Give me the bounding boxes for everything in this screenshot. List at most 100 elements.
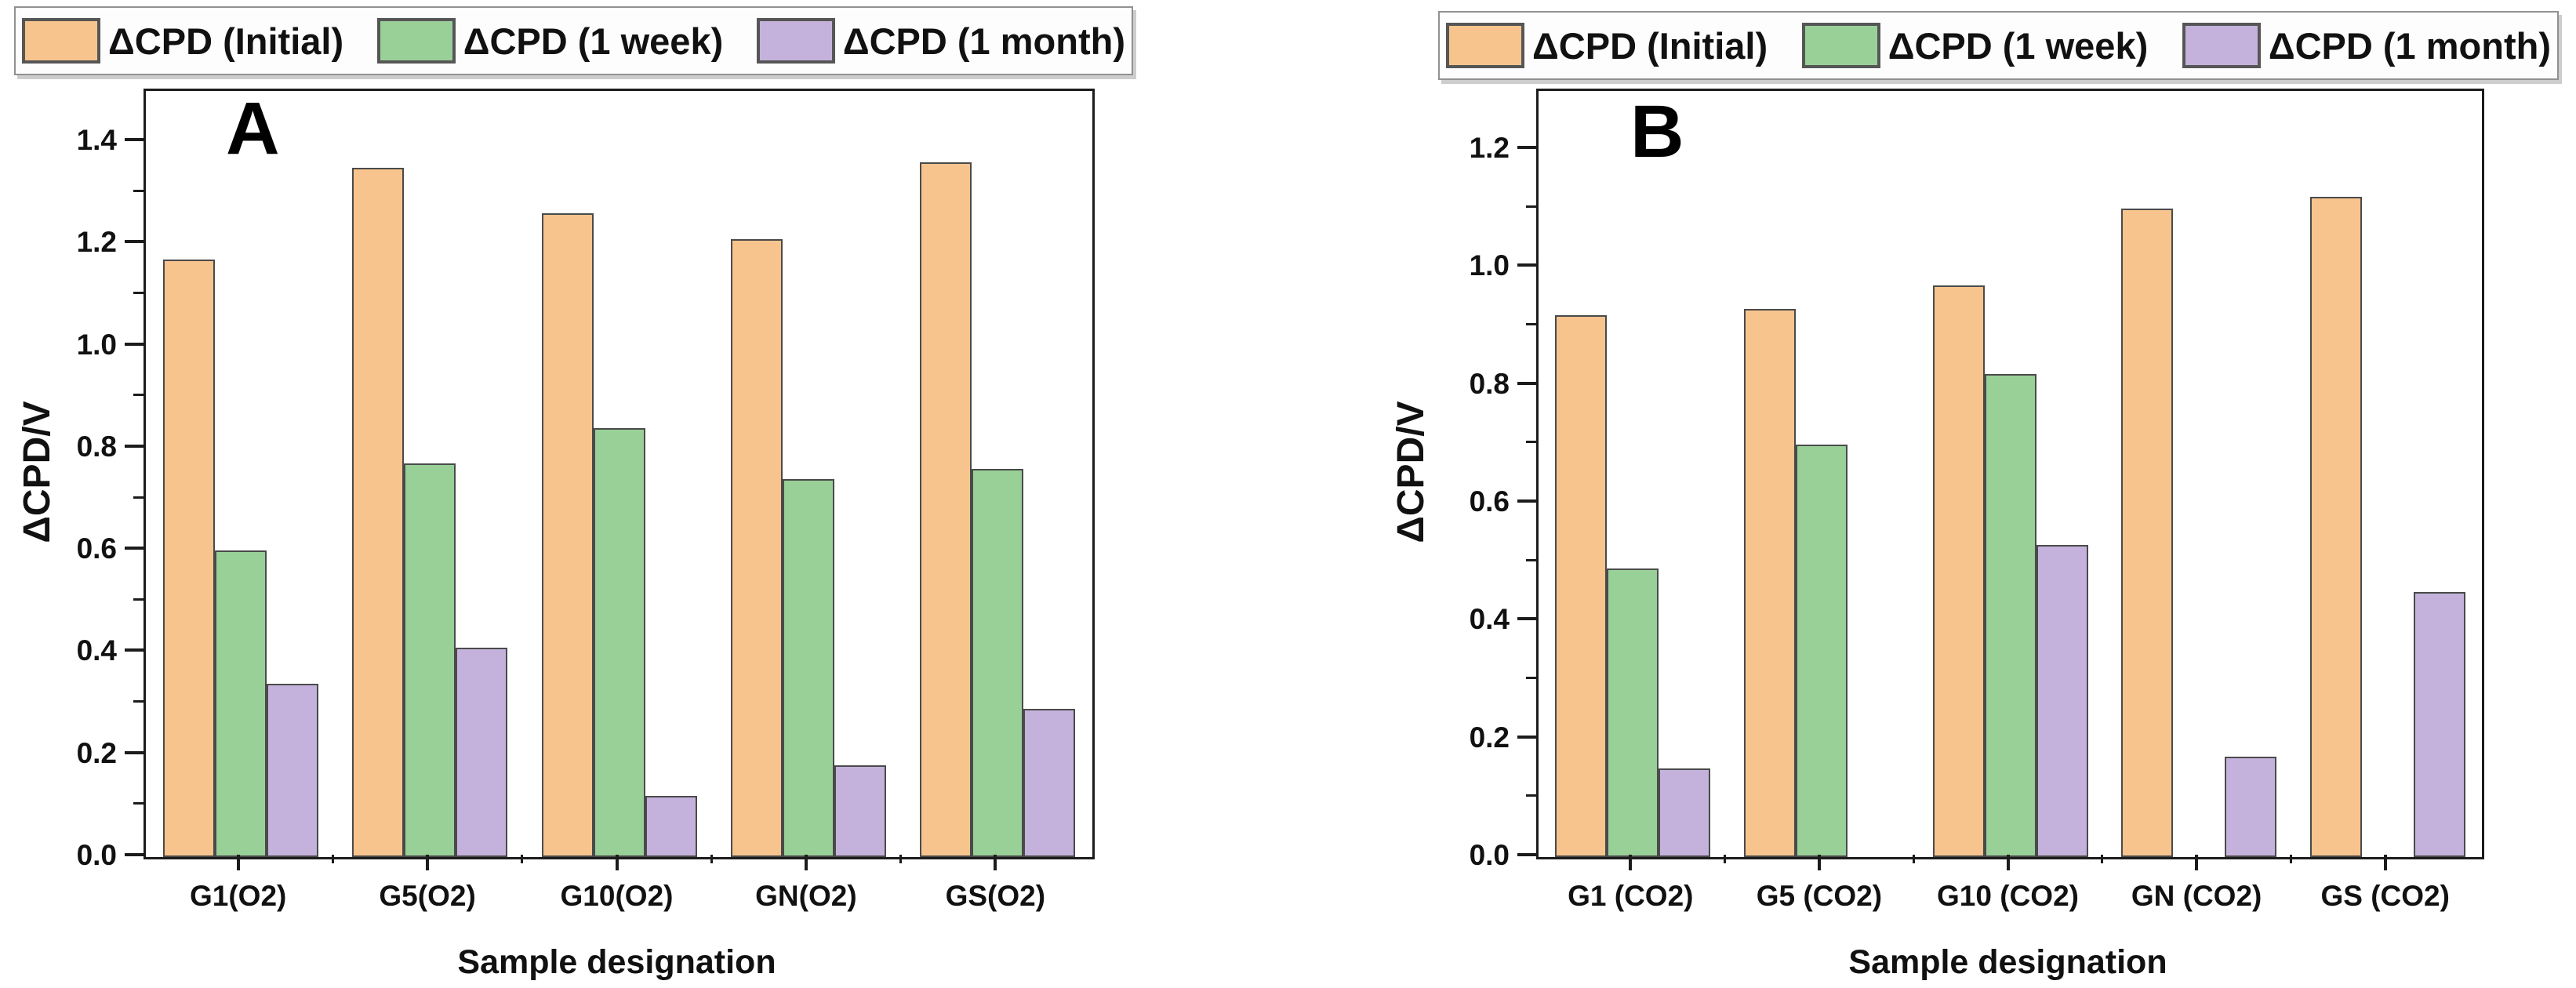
y-tick-label: 0.0 — [1469, 839, 1510, 871]
legend-swatch-icon — [22, 18, 100, 64]
legend-box: ΔCPD (Initial) ΔCPD (1 week) ΔCPD (1 month… — [14, 6, 1133, 75]
legend-item-3: ΔCPD (1 month) — [756, 18, 1125, 64]
x-minor-tick — [1724, 855, 1727, 863]
bar--cpd-1-week- — [1984, 374, 2036, 857]
x-minor-tick — [899, 855, 903, 863]
y-major-tick — [125, 547, 144, 550]
panel-letter: A — [226, 87, 280, 170]
y-tick-label: 1.4 — [76, 124, 117, 157]
y-minor-tick — [133, 598, 144, 601]
legend-label: ΔCPD (1 month) — [2268, 24, 2551, 67]
y-major-tick — [1517, 617, 1536, 621]
y-tick-label: 1.2 — [76, 226, 117, 259]
y-minor-tick — [133, 802, 144, 805]
y-tick-label: 0.2 — [76, 736, 117, 769]
x-category-label: GN (CO2) — [2131, 880, 2262, 912]
legend-box: ΔCPD (Initial) ΔCPD (1 week) ΔCPD (1 month… — [1438, 11, 2559, 80]
legend-label: ΔCPD (1 week) — [1887, 24, 2149, 67]
x-major-tick — [1629, 855, 1633, 870]
y-tick-label: 0.8 — [1469, 367, 1510, 400]
y-minor-tick — [133, 292, 144, 295]
bar--cpd-1-week- — [782, 479, 834, 857]
y-tick-label: 0.6 — [76, 532, 117, 565]
x-category-label: G1 (CO2) — [1568, 880, 1694, 912]
x-major-tick — [804, 855, 808, 870]
bar--cpd-1-month- — [2413, 592, 2465, 857]
bar--cpd-initial- — [1555, 315, 1608, 857]
legend-swatch-icon — [376, 18, 456, 64]
legend-item-3: ΔCPD (1 month) — [2182, 23, 2551, 68]
bar--cpd-initial- — [2121, 209, 2174, 857]
y-major-tick — [125, 138, 144, 142]
bar--cpd-1-month- — [456, 648, 508, 857]
y-tick-label: 1.0 — [76, 328, 117, 361]
x-axis-label: Sample designation — [1848, 943, 2167, 981]
y-major-tick — [125, 342, 144, 346]
y-major-tick — [125, 240, 144, 244]
x-major-tick — [236, 855, 240, 870]
y-minor-tick — [1526, 558, 1536, 561]
bar--cpd-1-week- — [1607, 568, 1659, 857]
legend-swatch-icon — [756, 18, 835, 64]
bar--cpd-1-week- — [972, 469, 1024, 857]
y-major-tick — [125, 648, 144, 652]
y-tick-label: 0.8 — [76, 430, 117, 463]
bar--cpd-1-month- — [1659, 768, 1711, 857]
y-minor-tick — [133, 394, 144, 397]
bar--cpd-1-month- — [645, 796, 697, 857]
bar--cpd-1-week- — [404, 463, 456, 857]
bar--cpd-initial- — [730, 239, 783, 857]
x-category-label: GS (CO2) — [2320, 880, 2450, 912]
x-minor-tick — [2101, 855, 2104, 863]
x-major-tick — [2006, 855, 2010, 870]
x-major-tick — [2383, 855, 2387, 870]
x-minor-tick — [331, 855, 334, 863]
y-major-tick — [1517, 853, 1536, 856]
y-minor-tick — [1526, 323, 1536, 326]
y-tick-label: 0.2 — [1469, 721, 1510, 754]
y-minor-tick — [1526, 441, 1536, 444]
y-major-tick — [1517, 263, 1536, 267]
bar--cpd-1-month- — [266, 684, 318, 857]
x-major-tick — [615, 855, 619, 870]
bar--cpd-1-month- — [1023, 709, 1076, 857]
y-major-tick — [1517, 146, 1536, 150]
x-minor-tick — [1912, 855, 1915, 863]
bar--cpd-1-month- — [834, 765, 886, 857]
x-major-tick — [1817, 855, 1821, 870]
y-major-tick — [1517, 381, 1536, 385]
bar--cpd-initial- — [352, 168, 405, 857]
y-axis-label: ΔCPD/V — [1390, 400, 1432, 543]
y-major-tick — [125, 853, 144, 856]
x-major-tick — [426, 855, 430, 870]
y-minor-tick — [1526, 205, 1536, 208]
legend-item-2: ΔCPD (1 week) — [376, 18, 723, 64]
y-minor-tick — [133, 700, 144, 703]
x-major-tick — [994, 855, 997, 870]
legend-item-1: ΔCPD (Initial) — [1446, 23, 1768, 68]
x-minor-tick — [710, 855, 713, 863]
x-category-label: G1(O2) — [190, 880, 287, 912]
x-category-label: GN(O2) — [755, 880, 857, 912]
y-tick-label: 0.4 — [76, 634, 117, 667]
y-major-tick — [125, 444, 144, 448]
bar--cpd-1-week- — [593, 428, 645, 857]
y-major-tick — [125, 750, 144, 754]
y-minor-tick — [133, 496, 144, 499]
bar--cpd-initial- — [2309, 197, 2362, 857]
legend-label: ΔCPD (Initial) — [108, 20, 344, 62]
y-tick-label: 0.0 — [76, 839, 117, 871]
plot-area — [1536, 89, 2484, 859]
x-category-label: G5(O2) — [379, 880, 476, 912]
x-category-label: G5 (CO2) — [1756, 880, 1883, 912]
legend-label: ΔCPD (1 month) — [842, 20, 1125, 62]
bar--cpd-initial- — [1932, 285, 1985, 857]
bar--cpd-1-month- — [2036, 545, 2088, 857]
bar--cpd-1-week- — [214, 550, 267, 857]
x-axis-label: Sample designation — [457, 943, 776, 981]
y-minor-tick — [1526, 677, 1536, 680]
legend-swatch-icon — [1446, 23, 1524, 68]
y-axis-label: ΔCPD/V — [16, 400, 58, 543]
x-minor-tick — [521, 855, 524, 863]
